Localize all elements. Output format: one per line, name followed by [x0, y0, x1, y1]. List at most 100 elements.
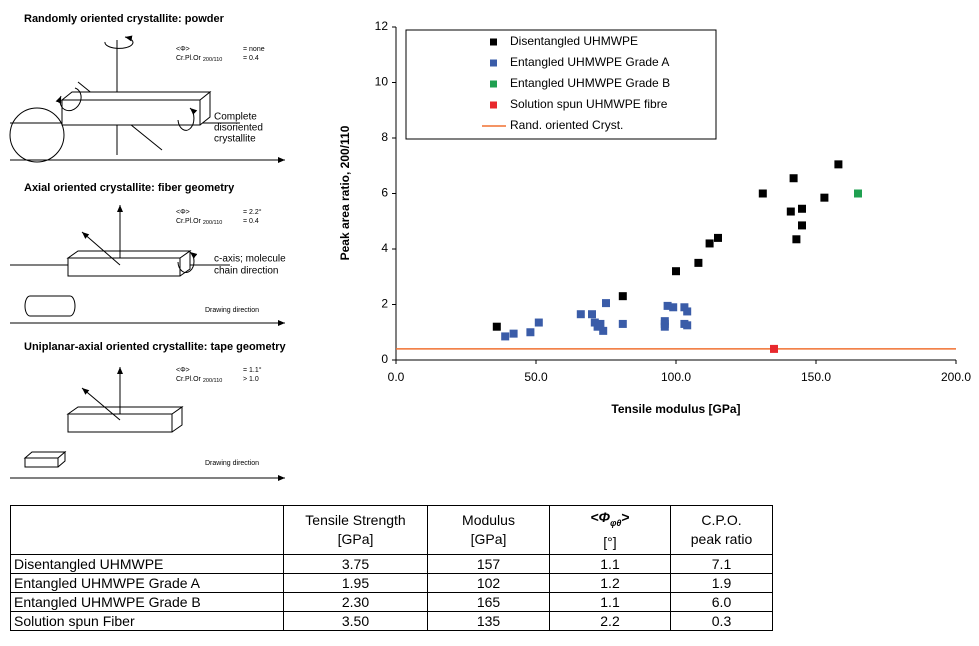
point [672, 267, 680, 276]
x-tick-label: 100.0 [661, 370, 691, 384]
table-row: Solution spun Fiber 3.50 135 2.2 0.3 [10, 610, 773, 631]
header-text: <Φ [590, 509, 611, 525]
point [683, 307, 692, 316]
note: disoriented [214, 123, 263, 134]
table-cell: 165 [427, 591, 550, 612]
cpo-subscript: 200/110 [203, 220, 222, 226]
table-cell: 157 [427, 553, 550, 574]
point [599, 326, 608, 335]
y-tick-label: 2 [381, 297, 388, 311]
table-cell: 7.1 [670, 553, 773, 574]
table-cell: 135 [427, 610, 550, 631]
point [694, 258, 703, 267]
table-cell: 1.1 [549, 591, 671, 612]
point [618, 319, 627, 328]
y-tick-label: 8 [381, 130, 388, 144]
row-label: Entangled UHMWPE Grade A [10, 572, 284, 593]
point [798, 204, 806, 213]
panel-title: Axial oriented crystallite: fiber geomet… [24, 182, 235, 194]
axis-arrow [81, 231, 121, 266]
point [770, 344, 778, 353]
point [660, 317, 669, 326]
x-tick-label: 50.0 [524, 370, 548, 384]
figure: Randomly oriented crystallite: powder <Φ… [9, 13, 971, 481]
cpo-subscript: 200/110 [203, 57, 222, 63]
point [663, 301, 672, 310]
header-row: Tensile Strength [GPa] Modulus [GPa] <Φφθ>… [10, 505, 773, 555]
legend-label: Solution spun UHMWPE fibre [510, 97, 668, 111]
header-cell: <Φφθ> [°] [549, 505, 671, 555]
point [758, 189, 767, 198]
x-tick-label: 150.0 [801, 370, 831, 384]
data-table: Tensile Strength [GPa] Modulus [GPa] <Φφθ>… [10, 505, 773, 631]
row-label: Entangled UHMWPE Grade B [10, 591, 284, 612]
y-tick-label: 12 [375, 19, 389, 33]
row-label: Solution spun Fiber [10, 610, 284, 631]
header-text: C.P.O. [701, 511, 742, 528]
x-axis-title: Tensile modulus [GPa] [611, 402, 740, 416]
point [854, 189, 862, 198]
header-cell: Tensile Strength [GPa] [283, 505, 428, 555]
diagram-panel: Axial oriented crystallite: fiber geomet… [10, 182, 286, 326]
point [501, 332, 510, 341]
table-cell: 6.0 [670, 591, 773, 612]
point [588, 310, 596, 319]
y-tick-label: 0 [381, 352, 388, 366]
point [792, 235, 801, 244]
note: crystallite [214, 134, 256, 145]
header-text: > [621, 509, 630, 525]
diagram-panel: Uniplanar-axial oriented crystallite: ta… [10, 341, 287, 481]
cpo-value: = 0.4 [243, 55, 259, 62]
table-cell: 102 [427, 572, 550, 593]
legend-box [405, 29, 717, 140]
table-row: Entangled UHMWPE Grade A 1.95 102 1.2 1.9 [10, 572, 773, 593]
point [683, 321, 692, 330]
table-row: Disentangled UHMWPE 3.75 157 1.1 7.1 [10, 553, 773, 574]
table-cell: 3.75 [283, 553, 428, 574]
legend-label: Disentangled UHMWPE [510, 34, 638, 48]
header-text: [GPa] [470, 530, 507, 547]
legend: Disentangled UHMWPE Entangled UHMWPE Grad… [405, 29, 717, 140]
direction-label: Drawing direction [205, 460, 259, 467]
x-tick-label: 200.0 [941, 370, 971, 384]
diagram-panel: Randomly oriented crystallite: powder <Φ… [9, 13, 285, 163]
phi-value: = none [243, 46, 265, 53]
table-cell: 2.30 [283, 591, 428, 612]
y-axis-title: Peak area ratio, 200/110 [338, 125, 352, 260]
y-tick-label: 6 [381, 186, 388, 200]
header-text: φθ [610, 517, 622, 528]
direction-label: Drawing direction [205, 307, 259, 314]
point [618, 292, 627, 301]
legend-marker [490, 38, 497, 46]
point [834, 160, 843, 169]
fiber [24, 295, 76, 317]
phi-label: <Φ> [176, 46, 190, 53]
table-cell: 1.95 [283, 572, 428, 593]
phi-label: <Φ> [176, 209, 190, 216]
cpo-label-text: Cr.Pl.Or [176, 376, 202, 383]
phi-label: <Φ> [176, 367, 190, 374]
point [669, 303, 678, 312]
panel-title: Randomly oriented crystallite: powder [24, 13, 225, 25]
point [596, 319, 605, 328]
point [660, 322, 669, 331]
point [509, 329, 518, 338]
point [789, 174, 798, 183]
crystallite [66, 250, 192, 277]
rotation-arrow [177, 251, 198, 273]
table-cell: 1.9 [670, 572, 773, 593]
point [534, 318, 543, 327]
row-label: Disentangled UHMWPE [10, 553, 284, 574]
cpo-subscript: 200/110 [203, 378, 222, 384]
crystallite [60, 90, 212, 126]
point [705, 239, 714, 248]
cpo-label: Cr.Pl.Or 200/110 [176, 376, 222, 385]
table-cell: 1.2 [549, 572, 671, 593]
rotation-arrow [55, 87, 82, 112]
note: Complete [214, 112, 257, 123]
chart: Tensile modulus [GPa] Peak area ratio, 2… [338, 19, 971, 416]
crystallite [66, 406, 184, 433]
point [576, 310, 585, 319]
table-cell: 2.2 [549, 610, 671, 631]
legend-label: Rand. oriented Cryst. [510, 118, 623, 132]
